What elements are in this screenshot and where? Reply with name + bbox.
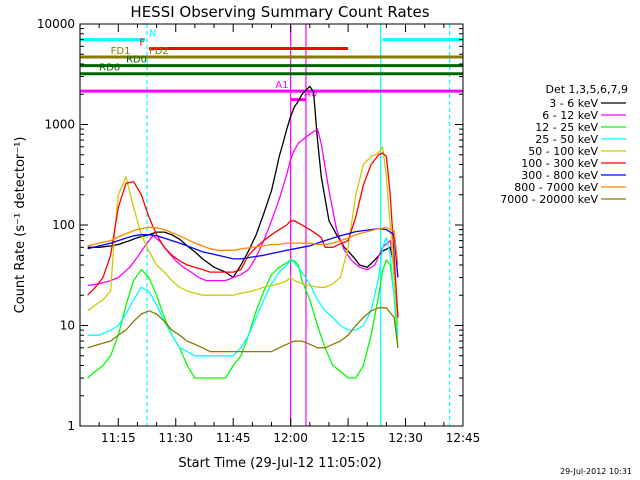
status-label-fd2: FD2 <box>149 46 169 57</box>
x-axis-label: Start Time (29-Jul-12 11:05:02) <box>178 456 381 471</box>
legend-label-25-50-kev: 25 - 50 keV <box>535 133 598 146</box>
series-line-25-50-kev <box>87 236 399 357</box>
generation-timestamp: 29-Jul-2012 10:31 <box>560 467 632 476</box>
status-label-a1: A1 <box>275 80 288 91</box>
legend-label-300-800-kev: 300 - 800 keV <box>521 169 598 182</box>
y-tick-label: 10 <box>60 319 75 333</box>
legend-label-7000-20000-kev: 7000 - 20000 keV <box>500 193 598 206</box>
status-label-f: F <box>139 38 145 49</box>
legend-label-12-25-kev: 12 - 25 keV <box>535 121 598 134</box>
legend-label-800-7000-kev: 800 - 7000 keV <box>514 181 598 194</box>
legend-title: Det 1,3,5,6,7,9 <box>545 83 628 96</box>
status-label-n: N <box>149 29 156 40</box>
status-label-a0: A0 <box>304 89 317 100</box>
y-tick-label: 100 <box>52 218 75 232</box>
x-tick-label: 12:00 <box>273 431 308 445</box>
y-tick-label: 1 <box>67 419 75 433</box>
x-tick-label: 12:15 <box>331 431 366 445</box>
legend-label-6-12-kev: 6 - 12 keV <box>542 109 598 122</box>
x-tick-label: 11:30 <box>158 431 193 445</box>
x-tick-label: 11:45 <box>216 431 251 445</box>
x-tick-label: 12:30 <box>388 431 423 445</box>
y-axis: 1 10 100 1000 10000 <box>37 17 463 433</box>
x-axis: 11:15 11:30 11:45 12:00 12:15 12:30 12:45 <box>79 24 481 445</box>
y-tick-label: 10000 <box>37 17 75 31</box>
series-line-12-25-kev <box>87 259 399 379</box>
series-line-300-800-kev <box>87 227 399 278</box>
status-label-rd6: RD6 <box>99 63 120 74</box>
series-line-3-6-kev <box>87 85 399 318</box>
series-line-100-300-kev <box>87 152 399 318</box>
legend-label-3-6-kev: 3 - 6 keV <box>549 97 598 110</box>
series-line-7000-20000-kev <box>87 307 399 353</box>
x-tick-label: 12:45 <box>446 431 481 445</box>
status-label-fd1: FD1 <box>111 46 131 57</box>
series-line-800-7000-kev <box>87 226 399 266</box>
y-tick-label: 1000 <box>44 118 75 132</box>
chart-title: HESSI Observing Summary Count Rates <box>130 3 429 21</box>
plot-frame <box>79 23 464 427</box>
series-line-50-100-kev <box>87 146 399 326</box>
legend-label-50-100-kev: 50 - 100 keV <box>528 145 598 158</box>
x-tick-label: 11:15 <box>101 431 136 445</box>
status-label-rd0: RD0 <box>126 55 147 66</box>
y-axis-label: Count Rate (s⁻¹ detector⁻¹) <box>13 137 28 314</box>
legend-label-100-300-kev: 100 - 300 keV <box>521 157 598 170</box>
